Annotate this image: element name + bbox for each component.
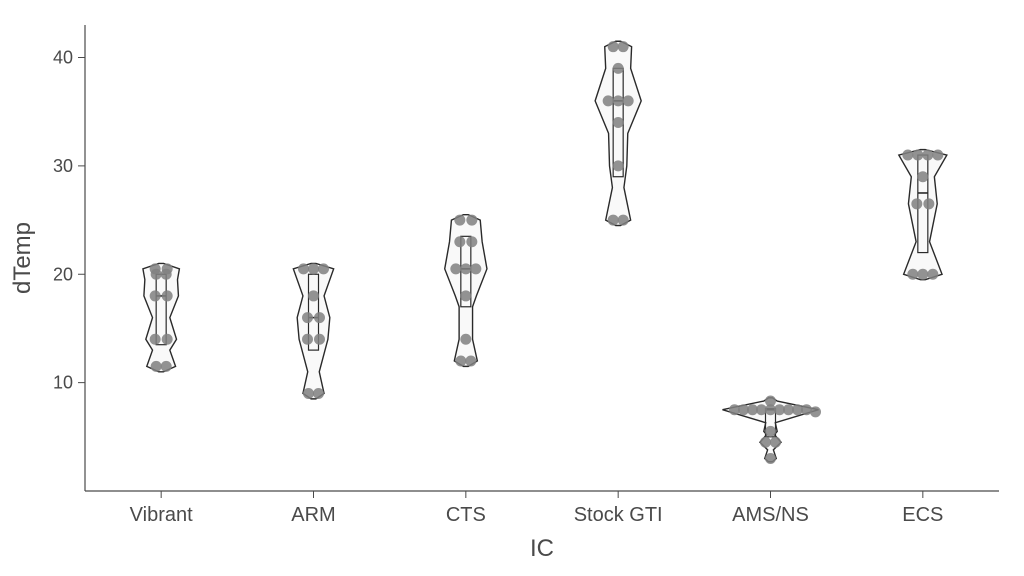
data-point <box>308 263 319 274</box>
data-point <box>298 263 309 274</box>
x-category-label: Vibrant <box>130 504 193 526</box>
data-point <box>314 312 325 323</box>
data-point <box>454 215 465 226</box>
y-tick-label: 40 <box>53 48 73 68</box>
data-point <box>162 334 173 345</box>
data-point <box>466 215 477 226</box>
data-point <box>318 263 329 274</box>
data-point <box>302 312 313 323</box>
y-axis-title: dTemp <box>9 222 36 294</box>
data-point <box>618 215 629 226</box>
data-point <box>923 198 934 209</box>
data-point <box>465 355 476 366</box>
data-point <box>613 63 624 74</box>
data-point <box>302 334 313 345</box>
x-category-label: CTS <box>446 504 486 526</box>
chart-svg: 10 20 30 40 Vibrant ARM CTS Stock GTI AMS/NS ECS I… <box>0 0 1024 576</box>
y-tick-label: 20 <box>53 264 73 284</box>
data-point <box>603 95 614 106</box>
x-category-label: ECS <box>902 504 943 526</box>
data-point <box>810 406 821 417</box>
data-point <box>313 388 324 399</box>
violin-chart: 10 20 30 40 Vibrant ARM CTS Stock GTI AMS/NS ECS I… <box>0 0 1024 576</box>
data-point <box>161 361 172 372</box>
data-point <box>927 269 938 280</box>
data-point <box>760 437 771 448</box>
data-point <box>765 426 776 437</box>
data-point <box>608 215 619 226</box>
data-point <box>608 41 619 52</box>
violin-shape <box>899 150 947 280</box>
data-point <box>613 160 624 171</box>
data-point <box>455 355 466 366</box>
data-point <box>907 269 918 280</box>
data-point <box>161 269 172 280</box>
data-point <box>623 95 634 106</box>
x-category-label: AMS/NS <box>732 504 809 526</box>
data-point <box>460 290 471 301</box>
violin-shape <box>143 263 179 371</box>
data-point <box>303 388 314 399</box>
data-point <box>917 269 928 280</box>
data-point <box>470 263 481 274</box>
data-point <box>917 171 928 182</box>
x-axis-title: IC <box>530 535 554 562</box>
data-point <box>770 437 781 448</box>
data-point <box>151 269 162 280</box>
data-point <box>613 117 624 128</box>
data-point <box>151 361 162 372</box>
data-point <box>466 236 477 247</box>
x-category-label: ARM <box>291 504 335 526</box>
data-point <box>450 263 461 274</box>
data-point <box>150 334 161 345</box>
data-point <box>460 263 471 274</box>
data-point <box>922 150 933 161</box>
x-category-label: Stock GTI <box>574 504 663 526</box>
data-point <box>932 150 943 161</box>
data-point <box>912 150 923 161</box>
data-point <box>454 236 465 247</box>
data-point <box>460 334 471 345</box>
data-point <box>911 198 922 209</box>
data-point <box>150 290 161 301</box>
data-point <box>765 453 776 464</box>
data-point <box>308 290 319 301</box>
data-point <box>618 41 629 52</box>
data-point <box>613 95 624 106</box>
y-tick-label: 30 <box>53 156 73 176</box>
data-point <box>902 150 913 161</box>
violin-shape <box>293 263 333 398</box>
data-point <box>162 290 173 301</box>
data-point <box>314 334 325 345</box>
y-tick-label: 10 <box>53 373 73 393</box>
